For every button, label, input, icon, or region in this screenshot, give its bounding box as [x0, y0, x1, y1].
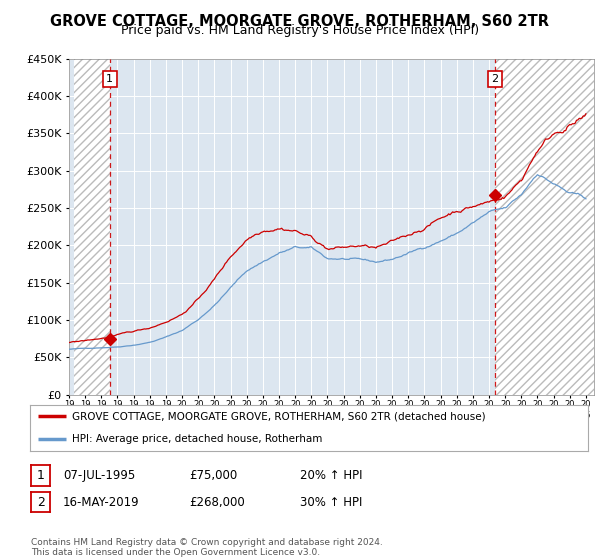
Text: 20% ↑ HPI: 20% ↑ HPI — [300, 469, 362, 482]
Bar — [74, 59, 110, 395]
Text: 16-MAY-2019: 16-MAY-2019 — [63, 496, 140, 509]
Text: 2: 2 — [37, 496, 45, 509]
Text: 1: 1 — [37, 469, 45, 482]
Text: Contains HM Land Registry data © Crown copyright and database right 2024.
This d: Contains HM Land Registry data © Crown c… — [31, 538, 383, 557]
Text: GROVE COTTAGE, MOORGATE GROVE, ROTHERHAM, S60 2TR: GROVE COTTAGE, MOORGATE GROVE, ROTHERHAM… — [50, 14, 550, 29]
Text: 07-JUL-1995: 07-JUL-1995 — [63, 469, 135, 482]
Text: GROVE COTTAGE, MOORGATE GROVE, ROTHERHAM, S60 2TR (detached house): GROVE COTTAGE, MOORGATE GROVE, ROTHERHAM… — [72, 412, 485, 421]
Bar — [495, 59, 594, 395]
Text: HPI: Average price, detached house, Rotherham: HPI: Average price, detached house, Roth… — [72, 435, 322, 444]
Text: £268,000: £268,000 — [189, 496, 245, 509]
Text: 30% ↑ HPI: 30% ↑ HPI — [300, 496, 362, 509]
Text: 2: 2 — [491, 74, 499, 84]
Text: 1: 1 — [106, 74, 113, 84]
Text: £75,000: £75,000 — [189, 469, 237, 482]
Text: Price paid vs. HM Land Registry's House Price Index (HPI): Price paid vs. HM Land Registry's House … — [121, 24, 479, 36]
